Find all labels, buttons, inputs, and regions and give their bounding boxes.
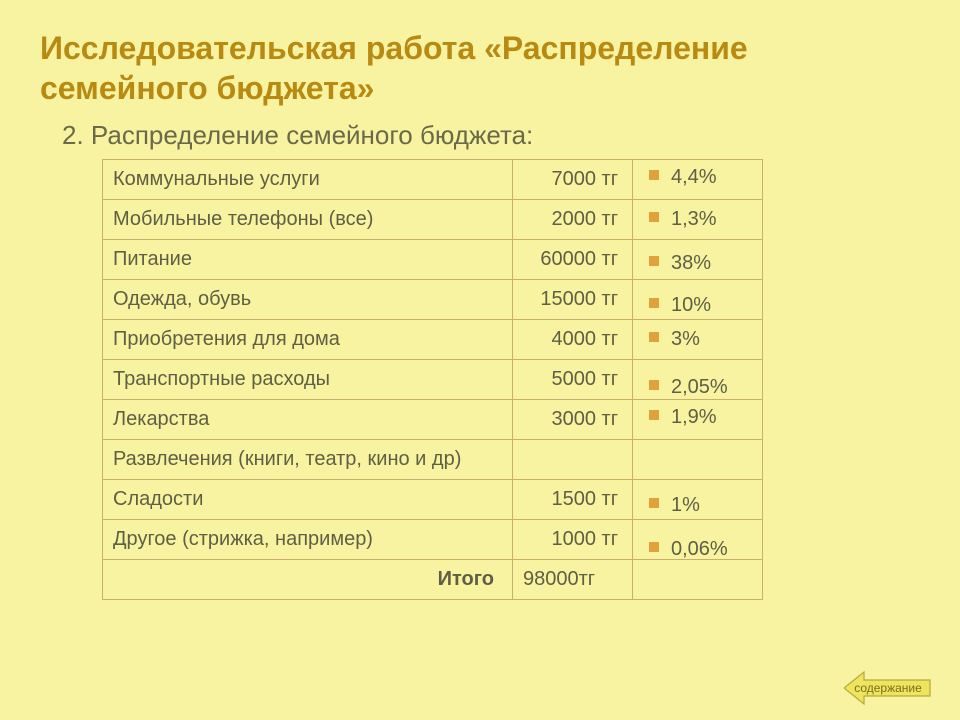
amount-cell: 60000 тг [513, 240, 633, 280]
percent-cell: 10% [633, 280, 763, 320]
category-cell: Сладости [103, 480, 513, 520]
percent-cell: 0,06% [633, 520, 763, 560]
percent-value: 0,06% [671, 538, 728, 560]
bullet-square-icon [649, 170, 659, 180]
percent-cell: 4,4% [633, 160, 763, 200]
percent-cell: 1,9% [633, 400, 763, 440]
amount-cell: 7000 тг [513, 160, 633, 200]
contents-nav-button[interactable]: содержание [844, 670, 932, 706]
table-row: Сладости1500 тг 1% [103, 480, 763, 520]
table-row: Приобретения для дома4000 тг 3% [103, 320, 763, 360]
category-cell: Коммунальные услуги [103, 160, 513, 200]
category-cell: Питание [103, 240, 513, 280]
category-cell: Лекарства [103, 400, 513, 440]
bullet-square-icon [649, 410, 659, 420]
percent-value: 4,4% [671, 166, 717, 188]
amount-cell: 2000 тг [513, 200, 633, 240]
percent-value: 3% [671, 328, 700, 350]
bullet-square-icon [649, 380, 659, 390]
category-cell: Мобильные телефоны (все) [103, 200, 513, 240]
page-title: Исследовательская работа «Распределение … [40, 28, 920, 108]
percent-value: 10% [671, 294, 711, 316]
bullet-square-icon [649, 332, 659, 342]
category-cell: Развлечения (книги, театр, кино и др) [103, 440, 513, 480]
percent-cell: 3% [633, 320, 763, 360]
amount-cell: 5000 тг [513, 360, 633, 400]
percent-value: 1% [671, 494, 700, 516]
percent-cell: 1% [633, 480, 763, 520]
percent-cell: 1,3% [633, 200, 763, 240]
table-row: Транспортные расходы5000 тг 2,05% [103, 360, 763, 400]
bullet-square-icon [649, 212, 659, 222]
table-row: Одежда, обувь15000 тг 10% [103, 280, 763, 320]
amount-cell: 4000 тг [513, 320, 633, 360]
amount-cell: 1500 тг [513, 480, 633, 520]
total-label-cell: Итого [103, 560, 513, 600]
budget-table: Коммунальные услуги7000 тг 4,4% Мобильные … [102, 159, 763, 600]
percent-cell [633, 440, 763, 480]
bullet-square-icon [649, 256, 659, 266]
table-row: Коммунальные услуги7000 тг 4,4% [103, 160, 763, 200]
amount-cell: 1000 тг [513, 520, 633, 560]
table-row: Мобильные телефоны (все)2000 тг 1,3% [103, 200, 763, 240]
total-percent-cell [633, 560, 763, 600]
bullet-square-icon [649, 298, 659, 308]
total-amount-cell: 98000тг [513, 560, 633, 600]
table-row: Питание60000 тг 38% [103, 240, 763, 280]
table-total-row: Итого98000тг [103, 560, 763, 600]
percent-value: 1,9% [671, 406, 717, 428]
budget-table-wrap: Коммунальные услуги7000 тг 4,4% Мобильные … [102, 159, 920, 600]
percent-value: 2,05% [671, 376, 728, 398]
percent-cell: 38% [633, 240, 763, 280]
bullet-square-icon [649, 542, 659, 552]
percent-value: 38% [671, 252, 711, 274]
percent-cell: 2,05% [633, 360, 763, 400]
category-cell: Транспортные расходы [103, 360, 513, 400]
category-cell: Одежда, обувь [103, 280, 513, 320]
contents-nav-label: содержание [854, 681, 922, 695]
subtitle: 2. Распределение семейного бюджета: [40, 120, 920, 151]
amount-cell: 15000 тг [513, 280, 633, 320]
table-row: Лекарства3000 тг 1,9% [103, 400, 763, 440]
amount-cell: 3000 тг [513, 400, 633, 440]
category-cell: Приобретения для дома [103, 320, 513, 360]
slide: Исследовательская работа «Распределение … [0, 0, 960, 720]
amount-cell [513, 440, 633, 480]
table-row: Развлечения (книги, театр, кино и др) [103, 440, 763, 480]
table-row: Другое (стрижка, например)1000 тг 0,06% [103, 520, 763, 560]
bullet-square-icon [649, 498, 659, 508]
category-cell: Другое (стрижка, например) [103, 520, 513, 560]
percent-value: 1,3% [671, 208, 717, 230]
